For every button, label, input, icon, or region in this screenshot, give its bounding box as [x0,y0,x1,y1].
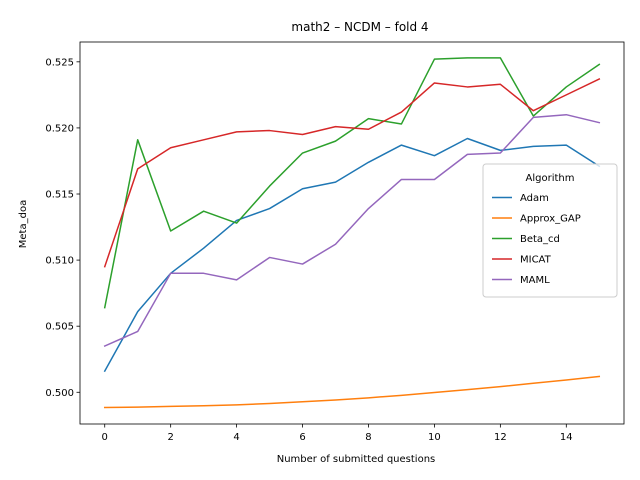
x-tick-label: 14 [560,432,573,443]
legend-box [482,163,618,298]
x-tick-label: 0 [102,432,108,443]
plot-lines [103,57,601,409]
legend-entry-label: Beta_cd [520,234,560,245]
series-line-approx-gap [103,375,601,409]
x-tick-label: 10 [428,432,441,443]
y-axis-label: Meta_doa [18,200,29,248]
x-tick-label: 12 [494,432,507,443]
series-line-beta-cd [103,57,601,309]
legend-title: Algorithm [526,173,575,184]
series-line-adam [103,137,601,373]
y-tick-label: 0.525 [45,57,74,68]
legend-entry-label: MAML [520,275,550,286]
legend-entry-label: MICAT [520,255,552,266]
x-tick-label: 8 [365,432,371,443]
legend: Algorithm Adam Approx_GAP Beta_cd MICAT MAML [482,163,618,298]
chart-title: math2 – NCDM – fold 4 [291,20,428,34]
plot-frame [79,41,625,425]
y-tick-label: 0.505 [45,322,74,333]
x-tick-label: 4 [233,432,239,443]
y-tick-label: 0.520 [45,123,74,134]
series-line-maml [103,113,601,347]
x-tick-label: 2 [167,432,173,443]
axes: 0 2 4 6 8 10 12 14 0.500 0.505 0.510 0.515 0.520 0.52… [45,41,625,443]
y-tick-label: 0.500 [45,388,74,399]
legend-entry-label: Approx_GAP [520,214,581,225]
y-tick-label: 0.510 [45,256,74,267]
y-tick-label: 0.515 [45,190,74,201]
x-tick-label: 6 [299,432,305,443]
legend-entry-label: Adam [520,193,549,204]
series-line-micat [103,78,601,268]
x-axis-label: Number of submitted questions [277,454,436,465]
